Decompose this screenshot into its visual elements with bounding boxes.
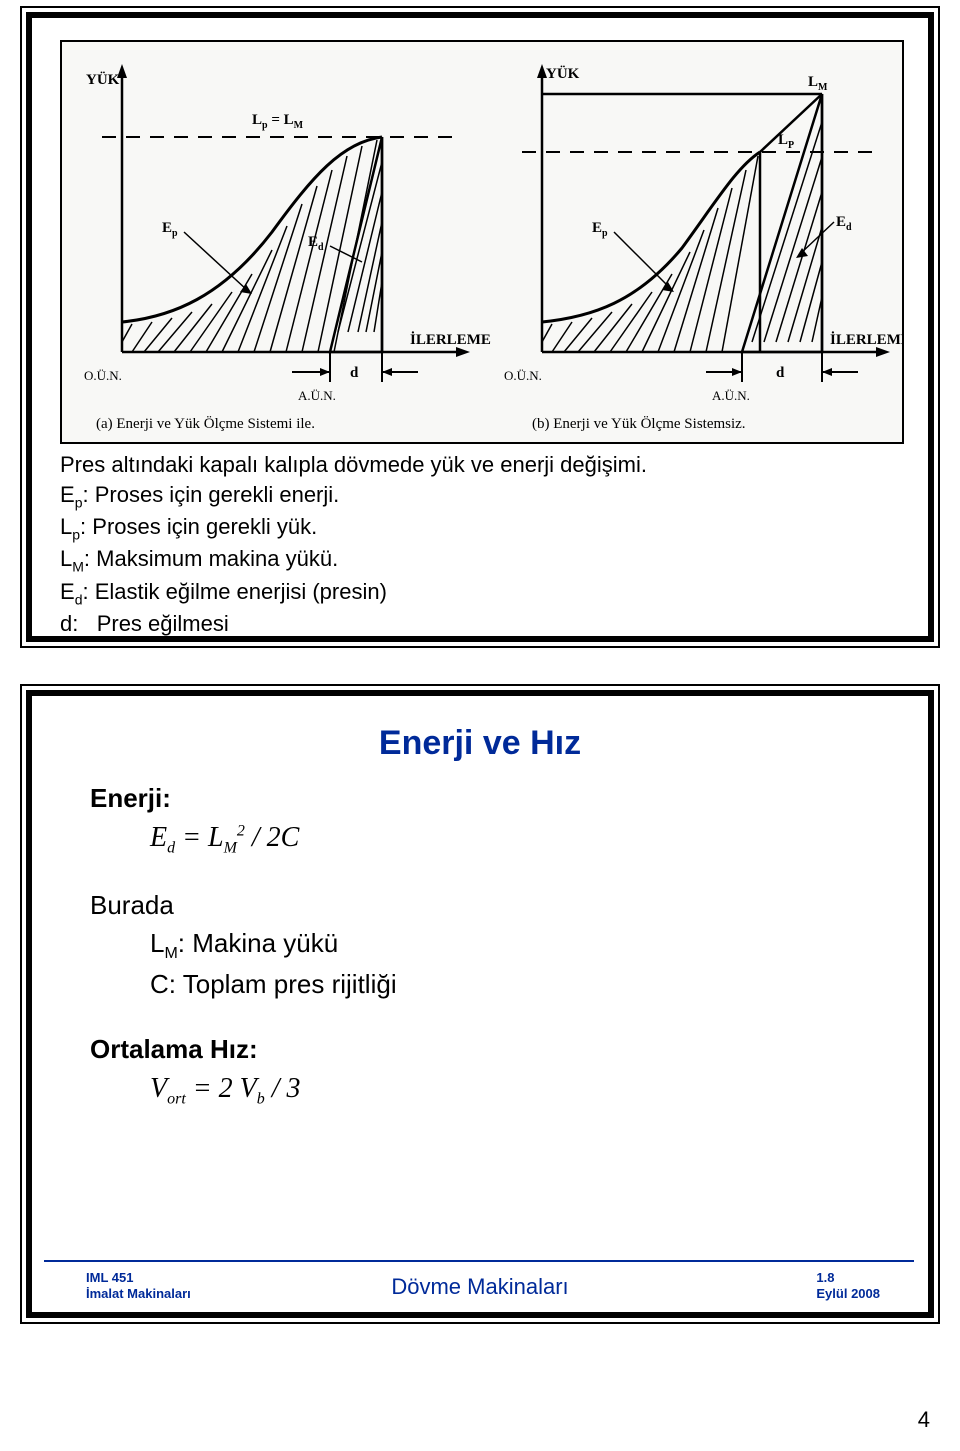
panel-b-ep: Ep	[592, 220, 608, 239]
definitions-block: Pres altındaki kapalı kalıpla dövmede yü…	[60, 450, 900, 639]
def-lm: LM: Maksimum makina yükü.	[60, 544, 900, 576]
panel-a-aun: A.Ü.N.	[298, 388, 336, 403]
panel-b-yaxis: YÜK	[546, 65, 580, 82]
page: YÜK Lp = LM	[0, 0, 960, 1451]
panel-a-d: d	[350, 365, 359, 381]
speed-label: Ortalama Hız:	[90, 1031, 890, 1069]
panel-b: YÜK LM LP	[504, 64, 902, 432]
section-title: Enerji ve Hız	[0, 724, 960, 763]
panel-a-caption: (a) Enerji ve Yük Ölçme Sistemi ile.	[96, 415, 315, 432]
footer-right: 1.8 Eylül 2008	[816, 1270, 880, 1301]
def-intro: Pres altındaki kapalı kalıpla dövmede yü…	[60, 450, 900, 480]
panel-a-lp-lm: Lp = LM	[252, 112, 304, 131]
panel-b-ed: Ed	[836, 214, 852, 233]
footer-date: Eylül 2008	[816, 1286, 880, 1302]
diagram-svg: YÜK Lp = LM	[62, 42, 902, 442]
panel-a-ed: Ed	[308, 234, 324, 253]
def-ep: Ep: Proses için gerekli enerji.	[60, 480, 900, 512]
panel-a: YÜK Lp = LM	[84, 64, 491, 432]
def-ed: Ed: Elastik eğilme enerjisi (presin)	[60, 577, 900, 609]
lm-line: LM: Makina yükü	[150, 925, 890, 965]
panel-a-ep: Ep	[162, 220, 178, 239]
panel-b-oun: O.Ü.N.	[504, 368, 542, 383]
panel-a-yaxis: YÜK	[86, 71, 120, 88]
burada-label: Burada	[90, 887, 890, 925]
speed-formula: Vort = 2 Vb / 3	[150, 1069, 890, 1111]
figure-diagram: YÜK Lp = LM	[60, 40, 904, 444]
page-number: 4	[918, 1407, 930, 1433]
def-d: d: Pres eğilmesi	[60, 609, 900, 639]
panel-b-d: d	[776, 365, 785, 381]
footer-separator	[44, 1260, 914, 1262]
panel-a-xaxis: İLERLEME	[410, 331, 491, 348]
footer-slide-num: 1.8	[816, 1270, 880, 1286]
panel-b-aun: A.Ü.N.	[712, 388, 750, 403]
bottom-content: Enerji: Ed = LM2 / 2C Burada LM: Makina …	[90, 780, 890, 1139]
energy-formula: Ed = LM2 / 2C	[150, 818, 890, 860]
c-line: C: Toplam pres rijitliği	[150, 966, 890, 1004]
panel-b-lm: LM	[808, 74, 828, 93]
panel-b-lp: LP	[778, 132, 794, 151]
energy-label: Enerji:	[90, 780, 890, 818]
panel-a-oun: O.Ü.N.	[84, 368, 122, 383]
panel-b-caption: (b) Enerji ve Yük Ölçme Sistemsiz.	[532, 415, 746, 432]
def-lp: Lp: Proses için gerekli yük.	[60, 512, 900, 544]
panel-b-xaxis: İLERLEME	[830, 331, 902, 348]
